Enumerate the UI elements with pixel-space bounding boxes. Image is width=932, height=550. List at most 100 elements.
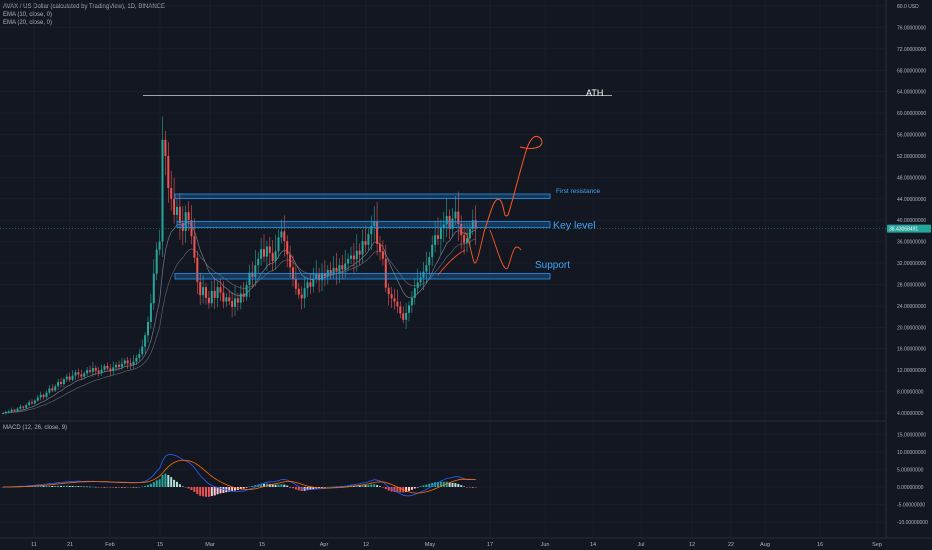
current-price-badge — [887, 224, 931, 233]
macd-histogram-bar — [280, 484, 283, 487]
macd-histogram-bar — [234, 487, 236, 491]
candle-body — [158, 241, 161, 250]
candle-body — [376, 221, 379, 244]
macd-histogram-bar — [123, 487, 126, 488]
macd-histogram-bar — [144, 485, 147, 487]
macd-histogram-bar — [216, 487, 219, 495]
candle-body — [225, 297, 228, 302]
candle-body — [437, 235, 439, 239]
candle-body — [13, 409, 16, 411]
first-resistance-box — [174, 193, 551, 199]
macd-histogram-bar — [413, 487, 416, 489]
candle-body — [347, 258, 350, 264]
bullish-arrow-head — [519, 135, 543, 149]
candle-body — [176, 206, 178, 215]
macd-histogram-bar — [120, 487, 123, 488]
candle-body — [321, 273, 323, 281]
candle-body — [234, 298, 236, 307]
candle-body — [283, 231, 286, 242]
candle-body — [254, 265, 257, 277]
candle-body — [306, 282, 309, 289]
candle-body — [36, 397, 39, 401]
macd-histogram-bar — [228, 487, 231, 492]
macd-histogram-bar — [260, 483, 263, 487]
macd-histogram-bar — [451, 482, 454, 487]
candle-body — [112, 367, 115, 371]
candle-body — [303, 288, 306, 299]
candle-body — [216, 287, 219, 298]
macd-histogram-bar — [292, 487, 294, 489]
candle-body — [129, 363, 132, 365]
candle-body — [448, 215, 451, 229]
axes: 80.0 USD 76.00000000 72.00000000 68.0000000… — [31, 4, 931, 548]
candle-body — [381, 251, 384, 259]
macd-histogram-bar — [138, 486, 141, 488]
candle-body — [60, 381, 62, 385]
time-tick-label: Jul — [637, 542, 644, 548]
candle-body — [468, 228, 471, 239]
macd-histogram-bar — [51, 485, 54, 487]
time-tick-label: Mar — [205, 542, 215, 548]
macd-histogram-bar — [271, 484, 274, 487]
candle-body — [289, 254, 292, 268]
macd-histogram-bar — [205, 487, 207, 497]
candle-body — [466, 238, 468, 243]
candle-body — [268, 246, 271, 253]
candle-body — [341, 265, 344, 270]
support-label: Support — [535, 260, 570, 271]
macd-histogram-bar — [42, 486, 45, 487]
candle-body — [57, 381, 60, 387]
candle-body — [236, 298, 239, 303]
time-tick-label: Aug — [760, 542, 770, 548]
macd-histogram-bar — [135, 487, 138, 488]
candle-body — [231, 301, 234, 307]
macd-histogram-bar — [393, 487, 396, 492]
symbol-title[interactable]: AVAX / US Dollar (calculated by TradingV… — [3, 4, 166, 10]
macd-histogram-bar — [196, 487, 199, 495]
macd-histogram-bar — [323, 487, 326, 488]
macd-histogram-bar — [207, 487, 210, 497]
macd-histogram-bar — [129, 487, 132, 488]
macd-histogram-bar — [355, 485, 358, 487]
macd-histogram-bar — [158, 479, 161, 487]
macd-histogram-bar — [460, 485, 463, 487]
macd-histogram-bar — [361, 485, 364, 487]
ema20-legend[interactable]: EMA (20, close, 0) — [3, 20, 53, 26]
candle-body — [405, 312, 408, 320]
macd-histogram-bar — [213, 487, 216, 496]
macd-legend[interactable]: MACD (12, 26, close, 9) — [3, 425, 68, 431]
macd-histogram-bar — [379, 486, 381, 487]
macd-histogram-bar — [71, 486, 74, 487]
macd-histogram-bar — [115, 487, 118, 488]
macd-histogram-bar — [45, 486, 48, 487]
candle-body — [332, 267, 335, 274]
macd-histogram-bar — [408, 487, 410, 491]
price-tick-label: 56.00000000 — [897, 133, 926, 139]
price-tick-label: 16.00000000 — [897, 347, 926, 353]
macd-histogram-bar — [91, 486, 94, 488]
candle-body — [460, 223, 463, 236]
ema10-legend[interactable]: EMA (10, close, 0) — [3, 12, 53, 18]
macd-histogram-bar — [410, 487, 413, 490]
macd-histogram-bar — [83, 486, 86, 488]
macd-histogram-bar — [268, 483, 271, 487]
macd-histogram-bar — [376, 485, 379, 487]
price-tick-label: 68.00000000 — [897, 68, 926, 74]
macd-histogram-bar — [190, 487, 193, 491]
time-tick-label: 16 — [817, 542, 823, 548]
chart-legend: AVAX / US Dollar (calculated by TradingV… — [3, 3, 165, 27]
candle-body — [25, 404, 28, 408]
macd-histogram-bar — [448, 482, 451, 487]
candle-body — [257, 258, 260, 266]
time-tick-label: Jun — [541, 542, 550, 548]
candle-body — [144, 335, 147, 347]
macd-histogram-bar — [112, 487, 115, 488]
macd-histogram-bar — [77, 486, 80, 487]
macd-histogram-bar — [184, 487, 187, 488]
macd-histogram-bar — [167, 474, 170, 487]
macd-histogram-bar — [106, 487, 109, 488]
macd-histogram-bar — [329, 486, 332, 488]
macd-histogram-bar — [80, 486, 83, 487]
candle-body — [207, 297, 210, 304]
